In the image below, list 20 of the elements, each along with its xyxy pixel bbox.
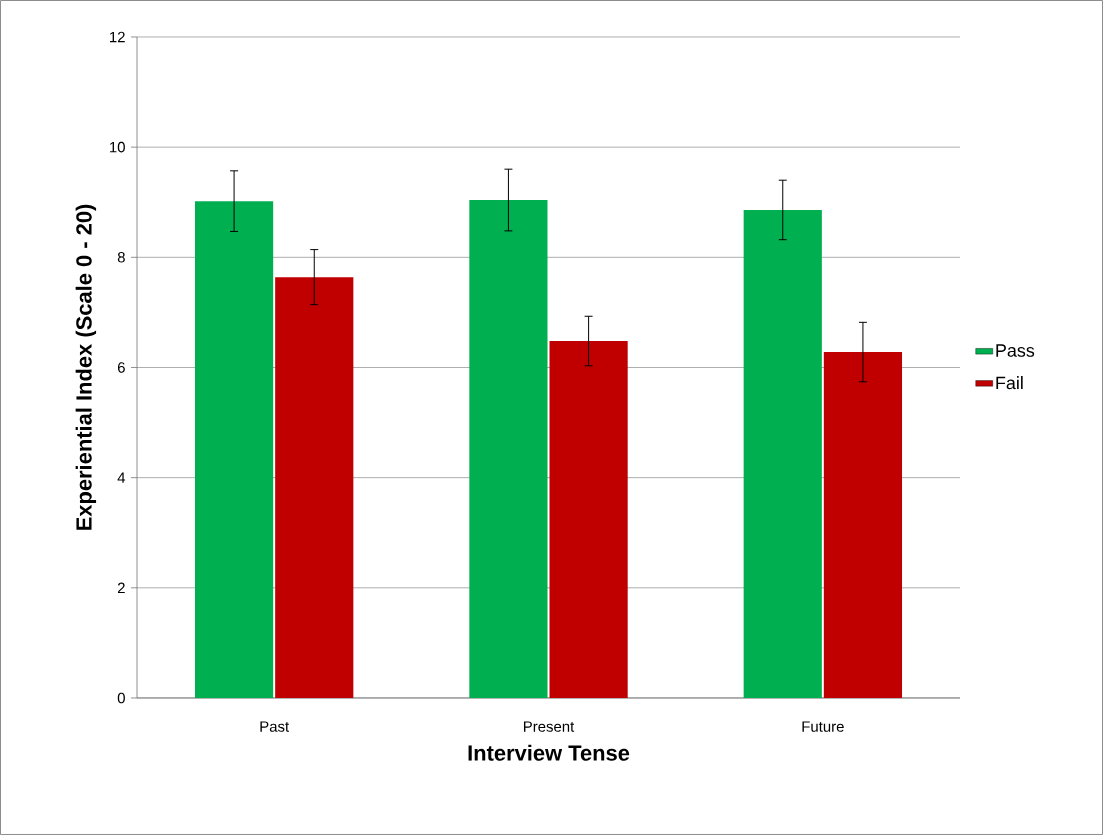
bar <box>275 277 354 698</box>
y-tick-label: 2 <box>117 582 125 594</box>
bar <box>469 200 548 698</box>
x-tick-label: Past <box>260 721 290 732</box>
x-axis-title: Interview Tense <box>468 744 630 761</box>
y-tick-label: 0 <box>117 692 125 704</box>
legend-label: Pass <box>996 344 1035 357</box>
bar <box>743 209 822 698</box>
bar <box>823 352 903 698</box>
y-tick-label: 8 <box>117 252 125 263</box>
y-tick-label: 4 <box>117 472 126 483</box>
bar <box>549 341 628 698</box>
y-axis-title: Experiential Index (Scale 0 - 20) <box>75 204 97 530</box>
bar <box>195 201 274 698</box>
y-tick-label: 6 <box>117 362 125 373</box>
legend-label: Fail <box>996 376 1023 390</box>
y-tick-label: 12 <box>110 31 125 43</box>
y-tick-label: 10 <box>110 141 125 153</box>
x-tick-label: Present <box>523 721 575 732</box>
x-tick-label: Future <box>802 721 844 732</box>
